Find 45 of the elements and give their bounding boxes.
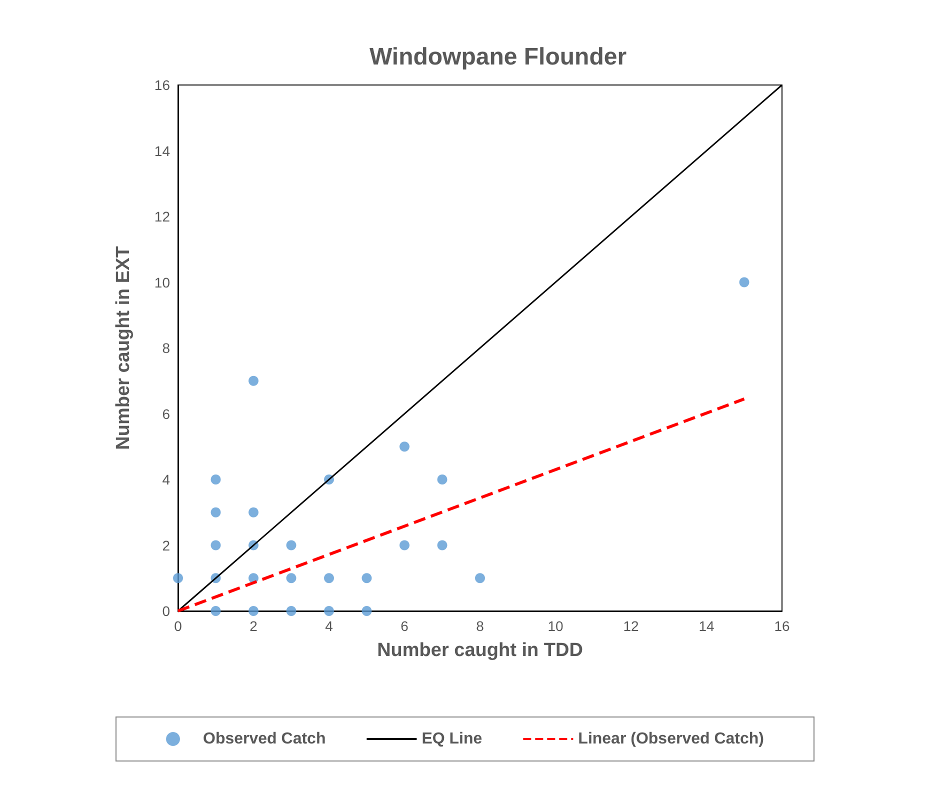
x-tick-label: 0	[174, 618, 182, 634]
y-tick-label: 16	[154, 77, 170, 93]
x-tick-label: 4	[325, 618, 334, 634]
point	[437, 540, 448, 550]
point	[210, 540, 221, 550]
y-tick-label: 4	[162, 472, 170, 488]
y-tick-label: 14	[154, 142, 170, 159]
x-tick-label: 8	[476, 618, 484, 634]
point	[324, 573, 334, 584]
point	[248, 606, 258, 616]
point	[286, 606, 296, 616]
point	[739, 277, 750, 288]
point	[210, 606, 221, 616]
point	[286, 573, 296, 584]
chart-title: Windowpane Flounder	[369, 44, 627, 70]
point	[437, 474, 448, 484]
y-tick-label: 6	[162, 406, 170, 422]
point	[210, 507, 221, 518]
point	[210, 474, 221, 484]
point	[400, 540, 410, 550]
y-tick-label: 2	[162, 537, 170, 554]
y-tick-label: 12	[154, 208, 170, 224]
point	[173, 573, 183, 584]
x-tick-label: 16	[774, 618, 790, 634]
y-tick-label: 10	[154, 274, 170, 290]
point	[362, 606, 372, 616]
x-tick-label: 12	[623, 618, 639, 634]
point	[362, 573, 372, 584]
x-tick-label: 2	[250, 618, 258, 634]
point	[475, 573, 485, 584]
x-tick-label: 14	[698, 618, 714, 634]
x-axis-title: Number caught in TDD	[377, 640, 583, 661]
point	[248, 507, 258, 518]
y-axis-title: Number caught in EXT	[113, 246, 134, 450]
x-tick-label: 6	[400, 618, 409, 634]
y-tick-label: 8	[162, 340, 170, 356]
point	[248, 376, 258, 386]
x-tick-label: 10	[548, 618, 564, 634]
y-tick-label: 0	[162, 603, 170, 619]
legend-label: Linear (Observed Catch)	[578, 730, 764, 748]
legend-label: EQ Line	[422, 730, 482, 748]
point	[400, 442, 410, 452]
point	[286, 540, 296, 550]
legend-label: Observed Catch	[203, 730, 326, 748]
point	[324, 606, 334, 616]
